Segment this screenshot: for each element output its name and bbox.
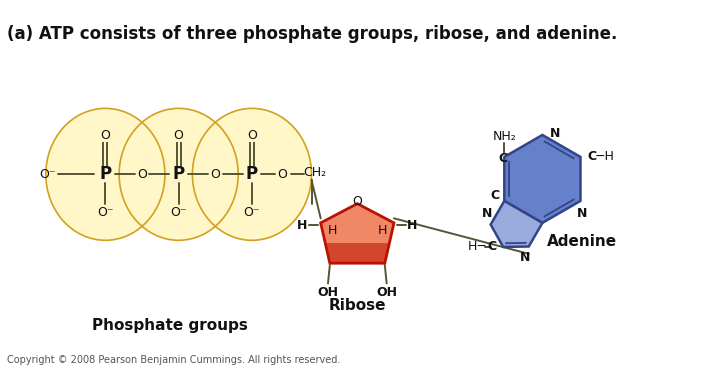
Text: P: P <box>173 165 185 183</box>
Ellipse shape <box>138 129 220 220</box>
Text: O: O <box>247 129 257 142</box>
Ellipse shape <box>135 126 222 222</box>
Ellipse shape <box>234 155 270 194</box>
Text: O: O <box>210 168 220 181</box>
Text: O⁻: O⁻ <box>171 206 187 219</box>
Ellipse shape <box>218 136 286 212</box>
Polygon shape <box>504 135 580 223</box>
Ellipse shape <box>76 142 135 207</box>
Text: N: N <box>482 207 492 220</box>
Text: N: N <box>550 127 560 139</box>
Polygon shape <box>325 243 390 263</box>
Ellipse shape <box>64 129 146 220</box>
Ellipse shape <box>83 149 128 199</box>
Text: OH: OH <box>376 286 397 299</box>
Text: −H: −H <box>595 150 614 163</box>
Text: C: C <box>498 152 507 165</box>
Ellipse shape <box>222 142 282 207</box>
Text: Copyright © 2008 Pearson Benjamin Cummings. All rights reserved.: Copyright © 2008 Pearson Benjamin Cummin… <box>7 355 341 365</box>
Text: OH: OH <box>318 286 338 299</box>
Ellipse shape <box>204 121 300 228</box>
Ellipse shape <box>149 142 208 207</box>
Ellipse shape <box>220 139 284 209</box>
Ellipse shape <box>88 155 123 194</box>
Text: O: O <box>100 129 110 142</box>
Ellipse shape <box>225 144 279 204</box>
Text: P: P <box>99 165 112 183</box>
Text: N: N <box>520 251 531 264</box>
Ellipse shape <box>154 147 204 202</box>
Ellipse shape <box>55 119 156 230</box>
Text: C: C <box>487 241 497 253</box>
Ellipse shape <box>140 131 217 217</box>
Text: Adenine: Adenine <box>546 234 617 249</box>
Text: P: P <box>246 165 258 183</box>
Ellipse shape <box>48 111 163 238</box>
Ellipse shape <box>50 114 161 235</box>
Ellipse shape <box>194 111 309 238</box>
Ellipse shape <box>158 152 199 197</box>
Ellipse shape <box>69 134 142 215</box>
Polygon shape <box>490 201 542 247</box>
Text: C: C <box>528 224 538 237</box>
Ellipse shape <box>199 116 305 233</box>
Ellipse shape <box>230 149 274 199</box>
Ellipse shape <box>202 119 302 230</box>
Ellipse shape <box>227 147 276 202</box>
Text: O⁻: O⁻ <box>243 206 260 219</box>
Ellipse shape <box>126 116 231 233</box>
Ellipse shape <box>145 136 212 212</box>
Ellipse shape <box>207 124 297 225</box>
Ellipse shape <box>62 126 149 222</box>
Ellipse shape <box>60 124 151 225</box>
Ellipse shape <box>122 111 236 238</box>
Ellipse shape <box>53 116 158 233</box>
Ellipse shape <box>78 144 132 204</box>
Text: H: H <box>328 224 337 237</box>
Ellipse shape <box>147 139 210 209</box>
Ellipse shape <box>119 108 238 240</box>
Text: Ribose: Ribose <box>328 298 386 313</box>
Text: H−: H− <box>467 241 487 253</box>
Text: O⁻: O⁻ <box>97 206 114 219</box>
Ellipse shape <box>209 126 295 222</box>
Ellipse shape <box>133 124 225 225</box>
Ellipse shape <box>73 139 137 209</box>
Text: CH₂: CH₂ <box>304 166 327 179</box>
Ellipse shape <box>85 152 125 197</box>
Ellipse shape <box>71 136 140 212</box>
Ellipse shape <box>131 121 227 228</box>
Polygon shape <box>320 204 394 263</box>
Text: N: N <box>577 207 588 220</box>
Ellipse shape <box>81 147 130 202</box>
Ellipse shape <box>215 134 288 215</box>
Ellipse shape <box>143 134 215 215</box>
Ellipse shape <box>151 144 206 204</box>
Ellipse shape <box>156 149 201 199</box>
Text: NH₂: NH₂ <box>492 130 516 143</box>
Text: O: O <box>277 168 287 181</box>
Ellipse shape <box>46 108 165 240</box>
Ellipse shape <box>211 129 293 220</box>
Text: O: O <box>137 168 147 181</box>
Text: C: C <box>490 189 500 202</box>
Text: C: C <box>587 150 596 163</box>
Text: Phosphate groups: Phosphate groups <box>91 318 248 333</box>
Ellipse shape <box>58 121 153 228</box>
Text: H: H <box>407 219 418 232</box>
Ellipse shape <box>128 119 229 230</box>
Text: (a) ATP consists of three phosphate groups, ribose, and adenine.: (a) ATP consists of three phosphate grou… <box>7 25 618 43</box>
Text: O: O <box>174 129 184 142</box>
Text: O: O <box>352 195 362 208</box>
Ellipse shape <box>161 155 197 194</box>
Text: H: H <box>377 224 387 237</box>
Ellipse shape <box>124 114 233 235</box>
Text: H: H <box>297 219 307 232</box>
Ellipse shape <box>192 108 312 240</box>
Ellipse shape <box>232 152 272 197</box>
Text: O⁻: O⁻ <box>40 168 56 181</box>
Ellipse shape <box>67 131 144 217</box>
Ellipse shape <box>197 114 307 235</box>
Ellipse shape <box>213 131 291 217</box>
